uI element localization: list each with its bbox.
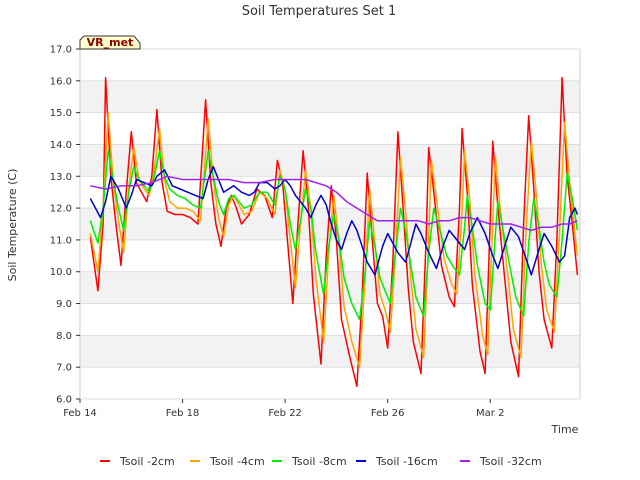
y-axis-label: Soil Temperature (C) bbox=[6, 169, 19, 282]
y-tick-label: 12.0 bbox=[50, 204, 72, 215]
y-tick-label: 6.0 bbox=[56, 395, 72, 406]
y-tick-label: 9.0 bbox=[56, 299, 72, 310]
x-axis-ticks: Feb 14 Feb 18 Feb 22 Feb 26 Mar 2 bbox=[63, 399, 504, 419]
legend-item: Tsoil -4cm bbox=[190, 455, 265, 468]
x-tick-label: Feb 14 bbox=[63, 408, 97, 419]
x-axis-label: Time bbox=[551, 423, 579, 436]
series-line-tsoil-16cm bbox=[89, 165, 579, 276]
x-tick-label: Feb 18 bbox=[166, 408, 200, 419]
badge-label: VR_met bbox=[87, 36, 134, 49]
series-line-tsoil-4cm bbox=[89, 111, 579, 368]
chart-title: Soil Temperatures Set 1 bbox=[242, 4, 397, 19]
legend-item: Tsoil -8cm bbox=[272, 455, 347, 468]
legend-label: Tsoil -8cm bbox=[291, 455, 347, 468]
y-tick-label: 13.0 bbox=[50, 172, 72, 183]
band bbox=[80, 367, 580, 399]
band bbox=[80, 80, 580, 113]
x-tick-label: Feb 26 bbox=[371, 408, 405, 419]
y-tick-label: 10.0 bbox=[50, 267, 72, 278]
band bbox=[80, 335, 580, 368]
badge-shape bbox=[79, 35, 141, 50]
y-tick-label: 7.0 bbox=[56, 363, 72, 374]
series-line-tsoil-32cm bbox=[90, 175, 578, 232]
legend-label: Tsoil -16cm bbox=[375, 455, 438, 468]
legend-label: Tsoil -4cm bbox=[209, 455, 265, 468]
legend-item: Tsoil -32cm bbox=[460, 455, 542, 468]
x-tick-label: Mar 2 bbox=[476, 408, 504, 419]
legend-item: Tsoil -16cm bbox=[356, 455, 438, 468]
series-line-tsoil-8cm bbox=[89, 150, 579, 321]
y-tick-label: 15.0 bbox=[50, 108, 72, 119]
band bbox=[80, 49, 580, 81]
y-tick-label: 8.0 bbox=[56, 331, 72, 342]
legend-item: Tsoil -2cm bbox=[100, 455, 175, 468]
band bbox=[80, 271, 580, 304]
legend: Tsoil -2cm Tsoil -4cm Tsoil -8cm Tsoil -16c… bbox=[100, 455, 542, 468]
band bbox=[80, 112, 580, 145]
legend-label: Tsoil -2cm bbox=[119, 455, 175, 468]
y-axis-ticks: 6.0 7.0 8.0 9.0 10.0 11.0 12.0 13.0 14.0 15.0 16.0… bbox=[50, 45, 80, 406]
series-lines bbox=[89, 76, 579, 388]
y-tick-label: 17.0 bbox=[50, 45, 72, 56]
x-tick-label: Feb 22 bbox=[268, 408, 302, 419]
station-badge: VR_met bbox=[79, 35, 141, 50]
legend-label: Tsoil -32cm bbox=[479, 455, 542, 468]
band bbox=[80, 303, 580, 336]
y-tick-label: 11.0 bbox=[50, 235, 72, 246]
y-tick-label: 14.0 bbox=[50, 140, 72, 151]
y-tick-label: 16.0 bbox=[50, 76, 72, 87]
